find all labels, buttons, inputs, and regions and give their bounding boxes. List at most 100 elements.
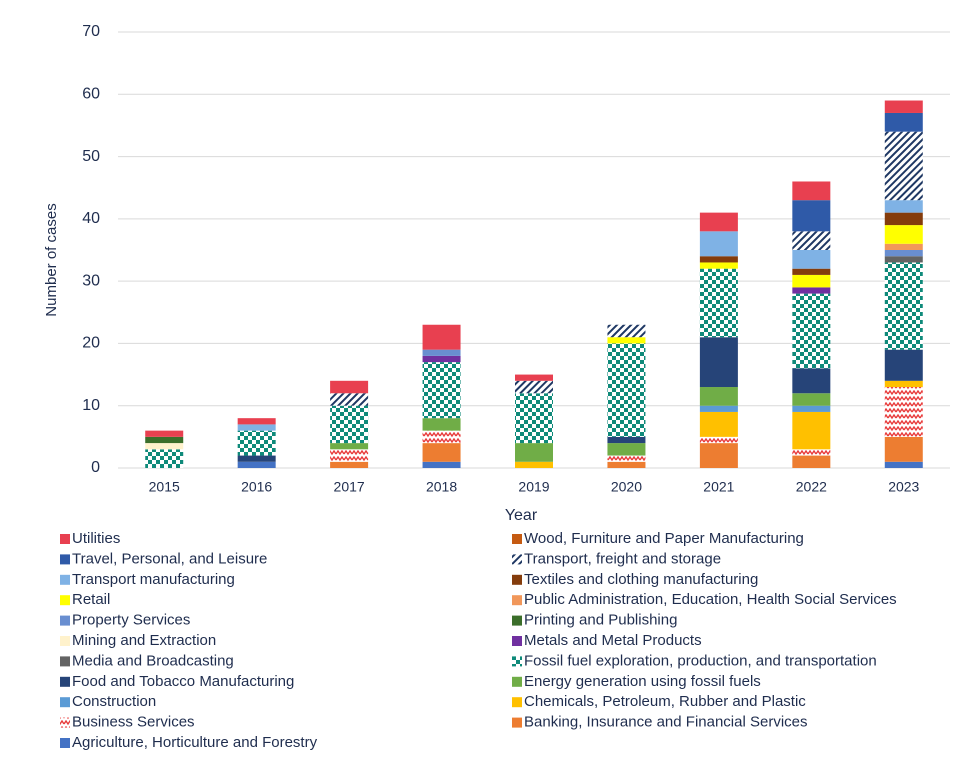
legend-label: Banking, Insurance and Financial Service… [524, 714, 808, 731]
bar-segment [607, 343, 646, 437]
legend-label: Agriculture, Horticulture and Forestry [72, 734, 318, 751]
legend-label: Chemicals, Petroleum, Rubber and Plastic [524, 693, 806, 710]
legend-swatch [60, 738, 70, 748]
legend-label: Construction [72, 693, 156, 710]
legend-swatch [60, 615, 70, 626]
legend-swatch [60, 574, 70, 585]
legend-label: Transport, freight and storage [524, 550, 721, 567]
x-tick-label: 2023 [888, 479, 919, 495]
y-tick-label: 30 [82, 272, 100, 289]
bar-segment [884, 100, 923, 113]
bar-segment [237, 461, 276, 468]
bar-segment [145, 430, 184, 437]
bar-segment [422, 349, 461, 356]
y-tick-label: 20 [82, 335, 100, 352]
legend-label: Transport manufacturing [72, 571, 235, 588]
bar-segment [792, 200, 831, 232]
bar-segment [422, 418, 461, 431]
bar-segment [884, 225, 923, 244]
legend-swatch [512, 656, 522, 667]
legend-swatch [60, 554, 70, 565]
legend-label: Property Services [72, 612, 190, 629]
bar-segment [515, 380, 553, 394]
bar-segment [792, 231, 831, 250]
y-axis-label: Number of cases [43, 203, 60, 316]
y-tick-label: 60 [82, 86, 100, 103]
bar-segment [792, 393, 831, 406]
legend-swatch [60, 534, 70, 544]
bar-segment [515, 461, 553, 468]
bar-segment [422, 355, 461, 363]
legend-swatch [60, 697, 70, 708]
bar-segment [607, 337, 646, 344]
bar-segment [699, 443, 738, 468]
legend-swatch [512, 595, 522, 606]
bar-segment [699, 411, 738, 437]
legend-swatch [60, 717, 70, 728]
bar-segment [884, 112, 923, 132]
bar-segment [607, 455, 646, 462]
legend-swatch [60, 636, 70, 646]
legend-swatch [60, 595, 70, 606]
x-tick-label: 2019 [518, 479, 549, 495]
legend-label: Media and Broadcasting [72, 652, 234, 669]
y-tick-label: 50 [82, 148, 100, 165]
legend-label: Wood, Furniture and Paper Manufacturing [524, 530, 804, 547]
legend-label: Printing and Publishing [524, 612, 677, 629]
bar-segment [699, 268, 738, 338]
x-tick-label: 2017 [334, 479, 365, 495]
legend-swatch [60, 676, 70, 687]
legend-swatch [512, 676, 522, 687]
bar-segment [422, 443, 461, 462]
bar-segment [792, 274, 831, 288]
bar-segment [515, 393, 553, 444]
legend-label: Energy generation using fossil fuels [524, 673, 761, 690]
bar-segment [884, 262, 923, 350]
legend-label: Business Services [72, 714, 195, 731]
legend-swatch [512, 554, 522, 565]
bar-segment [884, 256, 923, 263]
bar-segment [422, 362, 461, 419]
y-tick-label: 10 [82, 397, 100, 414]
x-axis-label: Year [505, 507, 538, 524]
bar-segment [792, 411, 831, 450]
bar-segment [792, 287, 831, 294]
bar-segment [699, 212, 738, 232]
bar-segment [792, 293, 831, 369]
legend-swatch [512, 534, 522, 544]
bar-segment [699, 337, 738, 388]
legend-swatch [512, 717, 522, 728]
bar-segment [884, 250, 923, 257]
x-tick-label: 2018 [426, 479, 457, 495]
bar-segment [515, 443, 553, 462]
bar-segment [699, 262, 738, 269]
bar-segment [792, 455, 831, 468]
bar-segment [607, 461, 646, 468]
legend-label: Utilities [72, 530, 120, 547]
y-tick-label: 70 [82, 23, 100, 40]
bar-segment [699, 231, 738, 257]
bar-segment [330, 405, 369, 444]
bar-segment [237, 430, 276, 456]
bar-segment [515, 374, 553, 381]
bar-segment [145, 436, 184, 444]
bar-segment [422, 430, 461, 444]
bar-segment [792, 405, 831, 412]
bar-segment [237, 424, 276, 431]
bar-segment [884, 436, 923, 462]
bar-segment [237, 455, 276, 462]
legend-swatch [512, 697, 522, 708]
legend-swatch [60, 656, 70, 667]
legend-label: Food and Tobacco Manufacturing [72, 673, 294, 690]
bar-segment [330, 443, 369, 450]
x-tick-label: 2021 [703, 479, 734, 495]
legend-label: Fossil fuel exploration, production, and… [524, 652, 877, 669]
bar-segment [330, 380, 369, 394]
bar-segment [699, 256, 738, 263]
bar-segment [792, 449, 831, 456]
bar-segment [884, 243, 923, 250]
bar-segment [607, 324, 646, 338]
legend-label: Mining and Extraction [72, 632, 216, 649]
bar-segment [607, 443, 646, 456]
